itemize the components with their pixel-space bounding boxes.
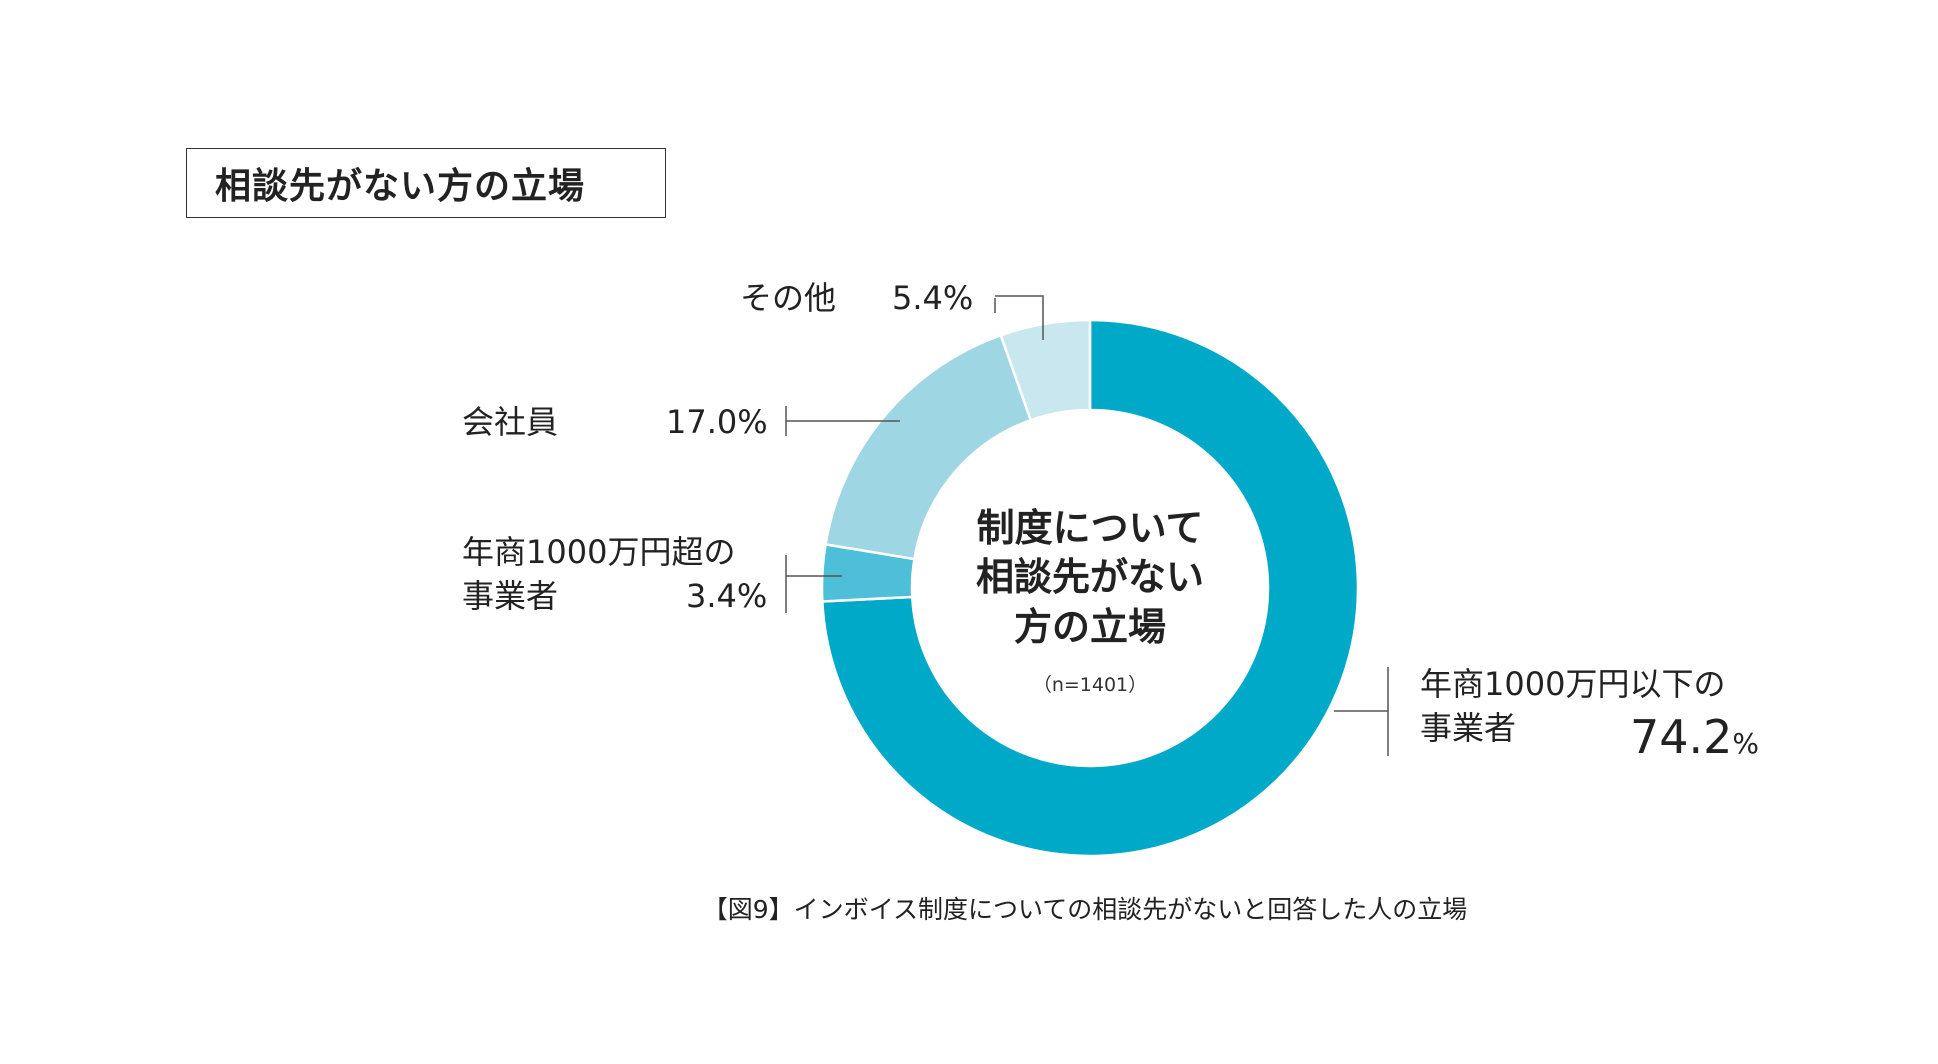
figure-caption: 【図9】インボイス制度についての相談先がないと回答した人の立場 (702, 895, 1468, 924)
leader-line-under-10m (1334, 667, 1389, 756)
value-under-10m-number: 74.2 (1630, 710, 1733, 764)
label-under-10m-line1: 年商1000万円以下の (1420, 665, 1726, 703)
label-over-10m-line1: 年商1000万円超の (462, 533, 736, 571)
chart-title: 相談先がない方の立場 (186, 148, 666, 218)
value-over-10m: 3.4% (686, 577, 768, 615)
leader-line-over-10m (785, 555, 842, 613)
center-line-3: 方の立場 (1013, 604, 1166, 649)
label-under-10m-line2: 事業者 (1420, 709, 1517, 747)
label-employee: 会社員 (462, 403, 559, 441)
slice-other (999, 318, 1092, 422)
slice-under-10m (821, 318, 1360, 858)
chart-title-text: 相談先がない方の立場 (215, 166, 586, 207)
leader-line-employee (785, 406, 900, 436)
value-other: 5.4% (892, 279, 974, 317)
donut-center-label: 制度について 相談先がない 方の立場 (925, 504, 1255, 652)
value-under-10m-unit: % (1732, 727, 1760, 760)
sample-size: （n=1401） (1032, 674, 1148, 696)
label-other: その他 (740, 279, 837, 317)
center-line-1: 制度について (976, 506, 1204, 550)
center-line-2: 相談先がない (975, 555, 1204, 600)
label-over-10m-line2: 事業者 (462, 577, 559, 615)
value-under-10m: 74.2% (1630, 710, 1759, 764)
leader-line-other (994, 295, 1044, 340)
value-employee: 17.0% (666, 403, 768, 441)
